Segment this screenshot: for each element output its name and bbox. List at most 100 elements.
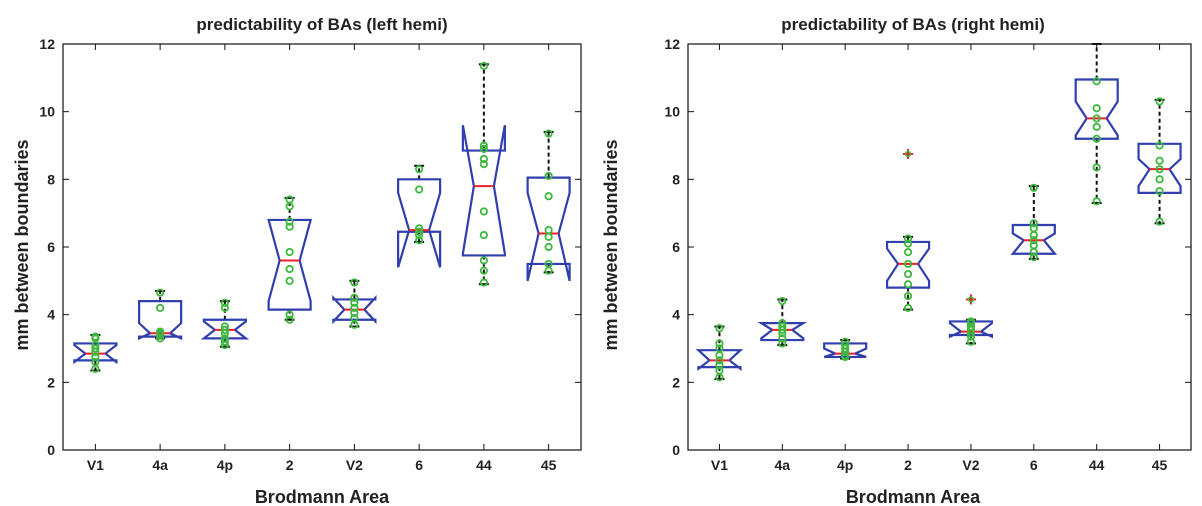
- data-point: [1029, 183, 1038, 192]
- data-point: [285, 217, 294, 226]
- box-4a: [138, 288, 183, 343]
- box-V1: [73, 332, 118, 373]
- box-44: [1074, 43, 1119, 206]
- data-point: [479, 256, 488, 265]
- x-tick-label: 4a: [152, 457, 168, 473]
- data-point: [778, 334, 787, 343]
- notched-box: [1074, 78, 1119, 140]
- data-point: [91, 352, 100, 362]
- data-point: [285, 195, 294, 204]
- plot-area: 0 2 4 6 8 10 12 V1 4a 4p 2 V2 6 44 45: [39, 36, 582, 473]
- data-point: [479, 144, 488, 153]
- data-point: [479, 231, 488, 240]
- data-point: [479, 266, 488, 275]
- data-point: [91, 344, 100, 353]
- x-tick-label: 44: [1089, 457, 1105, 473]
- y-tick-label: 2: [672, 374, 680, 390]
- data-point: [1092, 134, 1101, 143]
- notched-box: [267, 218, 313, 311]
- notched-box: [757, 322, 808, 342]
- y-tick-label: 10: [39, 104, 55, 120]
- data-point: [903, 259, 913, 269]
- data-point: [778, 339, 787, 348]
- data-point: [715, 366, 724, 375]
- data-point: [350, 313, 359, 323]
- data-point: [715, 356, 724, 365]
- data-point: [285, 222, 294, 231]
- notched-box: [73, 342, 118, 365]
- y-tick-label: 12: [39, 36, 55, 52]
- data-point: [841, 341, 850, 350]
- data-point: [1092, 77, 1101, 86]
- notched-box: [526, 176, 571, 282]
- y-axis-label: mm between boundaries: [601, 139, 621, 350]
- notched-box: [885, 240, 931, 289]
- data-point: [350, 293, 359, 302]
- data-point: [841, 337, 850, 346]
- data-point: [415, 236, 424, 245]
- data-point: [1092, 104, 1101, 113]
- data-point: [903, 269, 913, 279]
- outlier-marker: [965, 294, 976, 305]
- y-tick-label: 8: [47, 171, 55, 187]
- data-point: [715, 339, 724, 348]
- data-point: [544, 225, 553, 235]
- y-tick-label: 2: [47, 374, 55, 390]
- data-point: [479, 207, 488, 216]
- data-point: [220, 334, 229, 343]
- data-point: [285, 247, 294, 257]
- data-point: [715, 361, 724, 370]
- data-point: [1092, 114, 1101, 123]
- data-point: [1155, 165, 1164, 174]
- data-point: [1092, 163, 1101, 172]
- chart-left-hemi: predictability of BAs (left hemi) Brodma…: [12, 15, 582, 506]
- plot-area: 0 2 4 6 8 10 12 V1 4a 4p 2 V2 6 44 45: [664, 36, 1192, 473]
- data-point: [778, 319, 787, 328]
- data-point: [1155, 187, 1164, 196]
- data-point: [715, 324, 724, 333]
- box-V2: [948, 294, 994, 346]
- data-point: [479, 61, 488, 71]
- box-6: [397, 164, 442, 268]
- data-point: [479, 160, 488, 169]
- data-point: [350, 303, 359, 312]
- data-point: [778, 322, 787, 331]
- x-tick-label: 4p: [837, 457, 853, 473]
- y-tick-label: 6: [47, 239, 55, 255]
- data-point: [350, 278, 359, 287]
- data-point: [1155, 156, 1164, 165]
- data-point: [544, 259, 553, 269]
- data-point: [544, 192, 553, 201]
- data-point: [1029, 224, 1038, 233]
- x-tick-label: 45: [1152, 457, 1168, 473]
- data-point: [1029, 253, 1038, 262]
- data-point: [415, 224, 424, 233]
- box-V1: [695, 324, 744, 382]
- chart-title: predictability of BAs (right hemi): [781, 15, 1045, 34]
- box-4p: [200, 298, 250, 350]
- data-point: [350, 298, 359, 307]
- y-tick-label: 0: [672, 442, 680, 458]
- data-point: [91, 332, 100, 341]
- data-point: [544, 129, 553, 138]
- data-point: [1092, 197, 1101, 206]
- data-point: [415, 227, 424, 236]
- y-tick-label: 8: [672, 171, 680, 187]
- data-point: [1029, 241, 1038, 250]
- notched-box: [1137, 142, 1182, 194]
- x-tick-label: V2: [962, 457, 979, 473]
- data-point: [715, 344, 724, 353]
- data-point: [903, 291, 913, 301]
- data-point: [1155, 217, 1164, 226]
- box-45: [526, 129, 571, 282]
- x-tick-label: 4p: [217, 457, 233, 473]
- chart-title: predictability of BAs (left hemi): [196, 15, 447, 34]
- x-tick-label: 2: [904, 457, 912, 473]
- data-point: [415, 165, 424, 174]
- data-point: [479, 278, 488, 287]
- data-point: [156, 303, 165, 312]
- y-tick-label: 6: [672, 239, 680, 255]
- data-point: [220, 298, 229, 307]
- data-point: [415, 185, 424, 194]
